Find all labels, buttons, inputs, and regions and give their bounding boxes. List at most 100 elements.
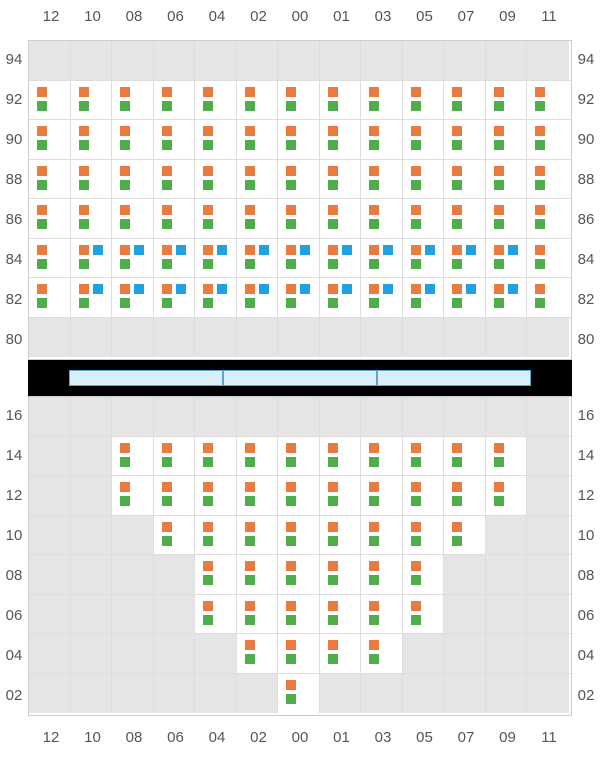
col-label: 08	[113, 8, 155, 25]
marker-green	[452, 219, 462, 229]
slot-occupied	[278, 595, 320, 634]
marker-orange	[411, 443, 421, 453]
slot-occupied	[154, 81, 196, 120]
marker-orange	[120, 482, 130, 492]
col-label: 12	[30, 729, 72, 746]
slot-occupied	[237, 199, 279, 238]
slot-occupied	[320, 634, 362, 673]
row-label: 08	[0, 556, 28, 596]
row-label: 90	[0, 120, 28, 160]
marker-green	[203, 219, 213, 229]
marker-green	[162, 536, 172, 546]
slot-occupied	[403, 120, 445, 159]
slot-occupied	[486, 476, 528, 515]
slot-occupied	[112, 437, 154, 476]
marker-orange	[120, 205, 130, 215]
slot-empty	[278, 397, 320, 436]
col-label: 01	[321, 729, 363, 746]
marker-green	[369, 140, 379, 150]
slot-empty	[444, 555, 486, 594]
col-label: 10	[72, 729, 114, 746]
marker-green	[411, 457, 421, 467]
slot-occupied	[29, 199, 71, 238]
marker-orange	[203, 522, 213, 532]
marker-orange	[494, 87, 504, 97]
marker-orange	[535, 87, 545, 97]
marker-green	[369, 615, 379, 625]
marker-green	[37, 140, 47, 150]
slot-empty	[195, 318, 237, 358]
marker-orange	[120, 284, 130, 294]
grid-row	[29, 41, 571, 81]
slot-occupied	[527, 239, 569, 278]
slot-empty	[320, 41, 362, 80]
slot-occupied	[112, 239, 154, 278]
marker-green	[286, 496, 296, 506]
slot-empty	[154, 674, 196, 714]
row-label: 86	[572, 200, 600, 240]
slot-occupied	[195, 516, 237, 555]
slot-empty	[361, 318, 403, 358]
marker-green	[79, 101, 89, 111]
slot-empty	[71, 555, 113, 594]
grid-row	[29, 278, 571, 318]
marker-orange	[328, 601, 338, 611]
marker-blue	[300, 284, 310, 294]
slot-occupied	[195, 437, 237, 476]
marker-orange	[328, 640, 338, 650]
marker-orange	[286, 245, 296, 255]
slot-empty	[486, 318, 528, 358]
slot-occupied	[237, 120, 279, 159]
marker-orange	[203, 601, 213, 611]
slot-empty	[527, 674, 569, 714]
row-label: 92	[0, 80, 28, 120]
marker-green	[328, 457, 338, 467]
marker-green	[369, 575, 379, 585]
marker-orange	[535, 166, 545, 176]
marker-green	[535, 259, 545, 269]
marker-green	[286, 536, 296, 546]
marker-orange	[37, 284, 47, 294]
slot-occupied	[486, 437, 528, 476]
slot-occupied	[278, 634, 320, 673]
slot-empty	[29, 634, 71, 673]
marker-green	[411, 575, 421, 585]
row-label: 82	[0, 280, 28, 320]
col-label: 08	[113, 729, 155, 746]
col-label: 06	[155, 8, 197, 25]
marker-orange	[452, 443, 462, 453]
slot-occupied	[195, 239, 237, 278]
marker-orange	[120, 126, 130, 136]
col-label: 05	[404, 729, 446, 746]
row-label: 08	[572, 556, 600, 596]
marker-blue	[342, 284, 352, 294]
marker-orange	[411, 561, 421, 571]
slot-occupied	[444, 516, 486, 555]
slot-occupied	[71, 278, 113, 317]
marker-orange	[328, 205, 338, 215]
marker-green	[411, 140, 421, 150]
marker-orange	[245, 443, 255, 453]
marker-green	[120, 180, 130, 190]
marker-orange	[245, 482, 255, 492]
marker-green	[535, 219, 545, 229]
marker-orange	[494, 443, 504, 453]
slot-occupied	[112, 199, 154, 238]
slot-empty	[527, 318, 569, 358]
marker-green	[245, 140, 255, 150]
marker-orange	[162, 126, 172, 136]
slot-empty	[154, 595, 196, 634]
row-label: 16	[0, 396, 28, 436]
marker-orange	[369, 443, 379, 453]
row-label: 80	[572, 320, 600, 360]
marker-green	[203, 180, 213, 190]
marker-orange	[203, 284, 213, 294]
col-label: 09	[487, 729, 529, 746]
row-label: 04	[0, 636, 28, 676]
slot-empty	[278, 41, 320, 80]
slot-occupied	[320, 199, 362, 238]
row-label: 86	[0, 200, 28, 240]
marker-orange	[328, 126, 338, 136]
marker-blue	[466, 245, 476, 255]
marker-green	[411, 615, 421, 625]
